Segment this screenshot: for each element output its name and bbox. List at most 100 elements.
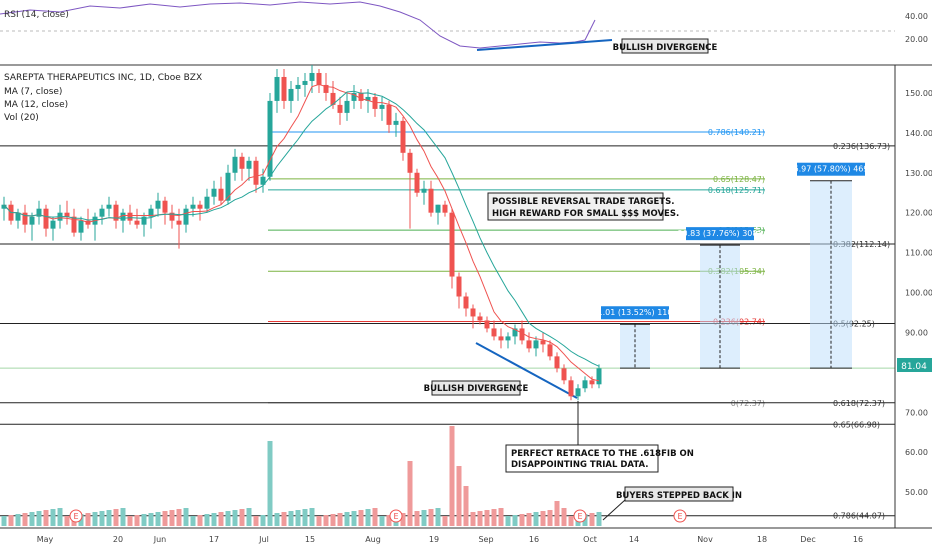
time-tick: 18	[757, 535, 767, 544]
price-tick: 90.00	[905, 328, 928, 337]
candle-body	[134, 220, 140, 225]
volume-bar	[225, 511, 231, 526]
candle-body	[589, 380, 595, 385]
volume-bar	[246, 508, 252, 526]
volume-bar	[239, 509, 245, 526]
price-tick: 150.00	[905, 89, 932, 98]
rsi-pane: RSI (14, close) BULLISH DIVERGENCE	[0, 1, 895, 54]
target-label-bg	[601, 306, 669, 320]
candle-body	[43, 208, 49, 229]
retrace-line2: DISAPPOINTING TRIAL DATA.	[511, 460, 648, 470]
volume-bar	[435, 508, 441, 526]
volume-bar	[232, 510, 238, 526]
candle-body	[113, 204, 119, 221]
volume-bar	[316, 516, 322, 526]
volume-bar	[99, 511, 105, 526]
candles	[1, 65, 602, 401]
time-axis: May 20 Jun 17 Jul 15 Aug 19 Sep 16 Oct 14 Nov 18 Dec 16	[37, 535, 863, 544]
candle-body	[421, 188, 427, 193]
fib-label: 0.786(140.21)	[708, 128, 765, 137]
fib-label: 0.236(136.73)	[833, 142, 890, 151]
price-tick: 100.00	[905, 289, 932, 298]
candle-body	[169, 212, 175, 221]
price-divergence-line	[475, 342, 578, 399]
candle-body	[211, 188, 217, 197]
volume-bar	[428, 509, 434, 526]
volume-bar	[218, 512, 224, 526]
volume-bar	[442, 516, 448, 526]
price-tick: 50.00	[905, 488, 928, 497]
event-marker	[673, 509, 687, 523]
volume-bar	[379, 516, 385, 526]
candle-body	[470, 308, 476, 317]
candle-body	[491, 328, 497, 337]
candle-body	[246, 160, 252, 169]
volume-bar	[554, 501, 560, 526]
event-marker-label: E	[73, 512, 78, 521]
candle-body	[204, 196, 210, 209]
candle-body	[106, 204, 112, 209]
target-label: 46.97 (57.80%) 4697	[788, 165, 873, 174]
volume-bar	[148, 513, 154, 526]
volume-bar	[589, 513, 595, 526]
candle-body	[190, 204, 196, 209]
candle-body	[575, 388, 581, 397]
volume-bar	[540, 511, 546, 526]
moving-averages	[3, 83, 600, 382]
last-price-badge	[897, 358, 932, 372]
candle-body	[302, 80, 308, 85]
candle-body	[225, 172, 231, 201]
volume-bar	[183, 508, 189, 526]
volume-bar	[358, 510, 364, 526]
volume-bar	[386, 515, 392, 526]
candle-body	[239, 156, 245, 169]
candle-body	[526, 340, 532, 349]
volume-bar	[491, 509, 497, 526]
candle-body	[162, 200, 168, 213]
candle-body	[428, 188, 434, 213]
volume-bar	[155, 512, 161, 526]
fib-label: 0.382(112.14)	[833, 240, 890, 249]
candle-body	[15, 212, 21, 221]
price-tick: 60.00	[905, 448, 928, 457]
volume-bar	[309, 508, 315, 526]
candle-body	[582, 380, 588, 389]
price-tick: 140.00	[905, 129, 932, 138]
time-tick: 16	[529, 535, 539, 544]
candle-body	[267, 100, 273, 177]
candle-body	[155, 200, 161, 209]
candle-body	[463, 296, 469, 309]
candle-body	[337, 104, 343, 113]
candle-body	[197, 204, 203, 209]
candle-body	[351, 92, 357, 101]
candle-body	[414, 172, 420, 193]
price-axis: 150.00 140.00 130.00 120.00 110.00 100.00 90.0…	[905, 12, 932, 497]
candle-body	[50, 220, 56, 229]
volume-bar	[204, 514, 210, 526]
candle-body	[71, 216, 77, 233]
volume-bar	[176, 509, 182, 526]
volume-bar	[498, 508, 504, 526]
volume-bar	[470, 512, 476, 526]
volume-bar	[323, 515, 329, 526]
price-bullish-divergence-label: BULLISH DIVERGENCE	[424, 384, 529, 394]
candle-body	[78, 220, 84, 233]
target-box	[810, 180, 852, 369]
event-marker	[573, 509, 587, 523]
rsi-legend: RSI (14, close)	[4, 10, 69, 20]
buyers-label: BUYERS STEPPED BACK IN	[616, 491, 742, 501]
candle-body	[148, 208, 154, 217]
fib-label: 0.5(92.25)	[833, 319, 875, 328]
volume-bar	[414, 511, 420, 526]
volume-bar	[407, 461, 413, 526]
volume-bar	[64, 516, 70, 526]
volume-bar	[533, 512, 539, 526]
candle-body	[288, 88, 294, 101]
candle-body	[253, 160, 259, 185]
price-tick: 70.00	[905, 408, 928, 417]
volume-bar	[561, 508, 567, 526]
volume-bar	[400, 513, 406, 526]
time-tick: Aug	[365, 535, 381, 544]
candle-body	[456, 276, 462, 297]
candle-body	[449, 212, 455, 277]
